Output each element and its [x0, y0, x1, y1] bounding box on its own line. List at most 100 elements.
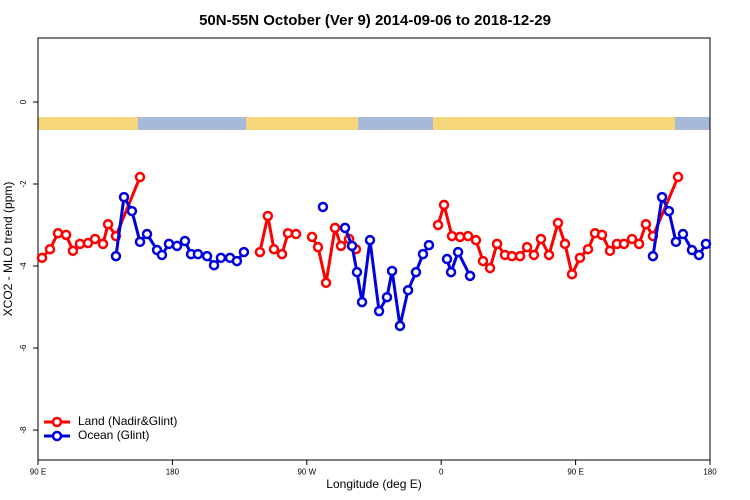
data-point [582, 243, 594, 255]
x-tick-label: 0 [439, 468, 444, 477]
data-point [276, 248, 288, 260]
data-point [626, 233, 638, 245]
data-point [171, 240, 183, 252]
data-point [364, 234, 376, 246]
data-point [417, 248, 429, 260]
data-point [445, 266, 457, 278]
data-point [543, 249, 555, 261]
data-point [410, 266, 422, 278]
data-point [462, 230, 474, 242]
legend-marker [51, 430, 63, 442]
data-point [423, 239, 435, 251]
legend-label: Land (Nadir&Glint) [78, 414, 177, 428]
data-point [306, 231, 318, 243]
data-point [454, 231, 466, 243]
data-point [470, 234, 482, 246]
data-point [97, 238, 109, 250]
data-point [89, 233, 101, 245]
data-point [677, 228, 689, 240]
data-point [110, 250, 122, 262]
data-point [438, 199, 450, 211]
data-point [67, 245, 79, 257]
x-tick-label: 90 E [30, 468, 46, 477]
data-point [381, 291, 393, 303]
data-point [215, 252, 227, 264]
data-point [356, 296, 368, 308]
data-point [134, 171, 146, 183]
data-point [351, 266, 363, 278]
data-point [373, 305, 385, 317]
data-point [156, 249, 168, 261]
data-point [254, 246, 266, 258]
data-point [201, 250, 213, 262]
data-point [464, 270, 476, 282]
data-point [596, 229, 608, 241]
data-point [126, 205, 138, 217]
data-point [491, 238, 503, 250]
y-axis-label: XCO2 - MLO trend (ppm) [1, 182, 15, 317]
data-point [262, 210, 274, 222]
data-point [663, 205, 675, 217]
data-point [268, 243, 280, 255]
data-point [317, 201, 329, 213]
data-point [312, 241, 324, 253]
data-point [320, 277, 332, 289]
data-point [640, 218, 652, 230]
x-tick-label: 90 E [567, 468, 583, 477]
chart-title: 50N-55N October (Ver 9) 2014-09-06 to 20… [199, 12, 551, 29]
data-point [134, 236, 146, 248]
y-tick-label: 0 [19, 99, 28, 104]
data-point [446, 230, 458, 242]
data-point [633, 238, 645, 250]
data-point [179, 235, 191, 247]
data-point [329, 222, 341, 234]
series-line [114, 195, 708, 328]
data-point [394, 320, 406, 332]
data-point [402, 284, 414, 296]
data-point [566, 268, 578, 280]
data-point [535, 233, 547, 245]
data-point [506, 250, 518, 262]
data-point [386, 265, 398, 277]
data-point [604, 245, 616, 257]
x-tick-label: 180 [703, 468, 717, 477]
data-point [282, 227, 294, 239]
data-point [452, 246, 464, 258]
data-point [432, 219, 444, 231]
data-point [477, 255, 489, 267]
data-point [618, 238, 630, 250]
data-point [231, 255, 243, 267]
data-point [102, 218, 114, 230]
data-point [44, 243, 56, 255]
data-point [514, 250, 526, 262]
x-tick-label: 90 W [297, 468, 316, 477]
x-axis-label: Longitude (deg E) [326, 477, 421, 491]
data-point [672, 171, 684, 183]
y-tick-label: -4 [19, 262, 28, 270]
data-point [441, 253, 453, 265]
data-point [686, 244, 698, 256]
land-ocean-strip [38, 117, 710, 130]
data-point [335, 240, 347, 252]
data-point [290, 228, 302, 240]
legend-label: Ocean (Glint) [78, 428, 149, 442]
data-point [552, 217, 564, 229]
data-point [192, 248, 204, 260]
data-point [74, 238, 86, 250]
y-tick-label: -6 [19, 344, 28, 352]
data-point [559, 238, 571, 250]
legend-marker [51, 416, 63, 428]
data-point [693, 249, 705, 261]
x-tick-label: 180 [166, 468, 180, 477]
data-point [656, 191, 668, 203]
data-point [521, 241, 533, 253]
data-point [60, 229, 72, 241]
data-point [52, 227, 64, 239]
plot-frame [37, 37, 711, 461]
data-point [670, 236, 682, 248]
data-point [647, 250, 659, 262]
y-tick-label: -2 [19, 180, 28, 188]
data-point [36, 252, 48, 264]
data-point [208, 259, 220, 271]
